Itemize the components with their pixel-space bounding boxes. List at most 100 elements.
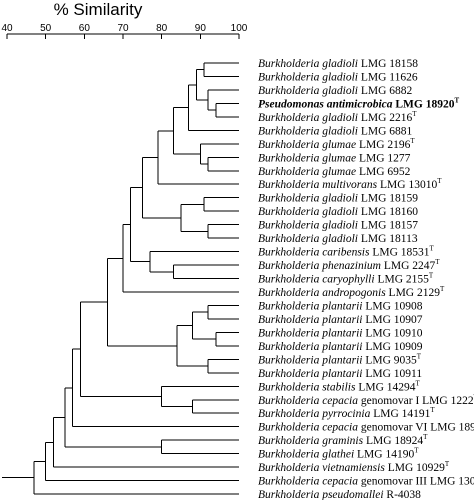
leaf-taxon-name: Burkholderia andropogonis [258, 287, 386, 299]
leaf-label: Pseudomonas antimicrobica LMG 18920T [258, 96, 459, 110]
type-strain-mark: T [445, 460, 450, 468]
leaf-strain: LMG 10911 [362, 368, 422, 380]
leaf-label: Burkholderia stabilis LMG 14294T [258, 379, 421, 393]
leaf-taxon-name: Burkholderia glumae [258, 166, 356, 178]
leaf-strain: LMG 10908 [362, 300, 422, 312]
leaf-taxon-name: Burkholderia gladioli [258, 233, 358, 245]
axis-tick-label: 100 [231, 23, 248, 34]
leaf-taxon-name: Burkholderia plantarii [258, 314, 362, 326]
type-strain-mark: T [416, 379, 421, 387]
leaf-taxon-name: Burkholderia plantarii [258, 327, 362, 339]
leaf-taxon-name: Burkholderia gladioli [258, 193, 358, 205]
leaf-label: Burkholderia plantarii LMG 10907 [258, 314, 423, 326]
leaf-taxon-name: Burkholderia pyrrocinia [258, 408, 371, 420]
leaf-taxon-name: Burkholderia cepacia [258, 395, 358, 407]
leaf-label: Burkholderia pyrrocinia LMG 14191T [258, 406, 435, 420]
axis-tick-label: 50 [40, 23, 52, 34]
leaf-strain: LMG 2129 [386, 287, 441, 299]
leaf-labels: Burkholderia gladioli LMG 18158Burkholde… [258, 58, 474, 500]
dendrogram-tree [2, 62, 239, 495]
leaf-strain: genomovar I LMG 1222 [358, 395, 474, 407]
leaf-label: Burkholderia plantarii LMG 10908 [258, 300, 423, 312]
leaf-label: Burkholderia cepacia genomovar I LMG 122… [258, 393, 474, 407]
leaf-label: Burkholderia gladioli LMG 18159 [258, 193, 418, 205]
leaf-strain: LMG 1277 [356, 152, 411, 164]
similarity-axis: 40 50 60 70 80 90 100 [1, 23, 248, 39]
leaf-taxon-name: Pseudomonas antimicrobica [258, 98, 393, 110]
leaf-strain: LMG 14190 [354, 449, 414, 461]
type-strain-mark: T [454, 96, 459, 104]
leaf-label: Burkholderia gladioli LMG 6882 [258, 85, 413, 97]
leaf-taxon-name: Burkholderia glumae [258, 139, 356, 151]
leaf-label: Burkholderia caribensis LMG 18531T [258, 245, 435, 259]
leaf-label: Burkholderia phenazinium LMG 2247T [258, 258, 440, 272]
leaf-strain: LMG 6952 [356, 166, 411, 178]
leaf-strain: LMG 11626 [358, 71, 418, 83]
leaf-taxon-name: Burkholderia gladioli [258, 206, 358, 218]
type-strain-mark: T [430, 406, 435, 414]
leaf-label: Burkholderia gladioli LMG 18160 [258, 206, 418, 218]
axis-tick-label: 40 [1, 23, 13, 34]
leaf-label: Burkholderia plantarii LMG 10910 [258, 327, 423, 339]
leaf-label: Burkholderia glathei LMG 14190T [258, 447, 419, 461]
leaf-taxon-name: Burkholderia gladioli [258, 112, 358, 124]
leaf-label: Burkholderia glumae LMG 2196T [258, 137, 415, 151]
type-strain-mark: T [412, 110, 417, 118]
leaf-taxon-name: Burkholderia glathei [258, 449, 354, 461]
type-strain-mark: T [429, 272, 434, 280]
leaf-strain: LMG 2216 [358, 112, 413, 124]
leaf-taxon-name: Burkholderia plantarii [258, 341, 362, 353]
leaf-taxon-name: Burkholderia multivorans [258, 179, 378, 191]
leaf-strain: LMG 10929 [385, 462, 445, 474]
leaf-strain: genomovar VI LMG 18941 [358, 422, 474, 434]
leaf-strain: LMG 10909 [362, 341, 422, 353]
leaf-strain: LMG 18113 [358, 233, 418, 245]
leaf-strain: LMG 2247 [381, 260, 436, 272]
leaf-strain: LMG 13010 [377, 179, 437, 191]
leaf-taxon-name: Burkholderia cepacia [258, 422, 358, 434]
type-strain-mark: T [437, 177, 442, 185]
leaf-label: Burkholderia plantarii LMG 10911 [258, 368, 422, 380]
leaf-label: Burkholderia gladioli LMG 18157 [258, 220, 418, 232]
leaf-label: Burkholderia gladioli LMG 18158 [258, 58, 418, 70]
leaf-strain: R-4038 [384, 489, 422, 500]
leaf-strain: LMG 2196 [356, 139, 411, 151]
leaf-strain: LMG 9035 [362, 354, 417, 366]
leaf-label: Burkholderia vietnamiensis LMG 10929T [258, 460, 450, 474]
leaf-strain: LMG 6882 [358, 85, 413, 97]
leaf-taxon-name: Burkholderia phenazinium [258, 260, 381, 272]
leaf-label: Burkholderia cepacia genomovar III LMG 1… [258, 476, 474, 488]
leaf-strain: LMG 18531 [369, 247, 429, 259]
leaf-taxon-name: Burkholderia plantarii [258, 300, 362, 312]
type-strain-mark: T [435, 258, 440, 266]
axis-tick-label: 90 [195, 23, 207, 34]
leaf-taxon-name: Burkholderia plantarii [258, 368, 362, 380]
type-strain-mark: T [423, 433, 428, 441]
leaf-taxon-name: Burkholderia glumae [258, 152, 356, 164]
axis-tick-label: 80 [156, 23, 168, 34]
type-strain-mark: T [410, 137, 415, 145]
leaf-taxon-name: Burkholderia plantarii [258, 354, 362, 366]
leaf-strain: LMG 18159 [358, 193, 418, 205]
leaf-label: Burkholderia gladioli LMG 18113 [258, 233, 418, 245]
leaf-strain: LMG 2155 [375, 274, 430, 286]
leaf-strain: genomovar III LMG 13053 [358, 476, 474, 488]
leaf-taxon-name: Burkholderia stabilis [258, 381, 356, 393]
type-strain-mark: T [430, 245, 435, 253]
axis-tick-label: 70 [117, 23, 129, 34]
leaf-taxon-name: Burkholderia graminis [258, 435, 364, 447]
axis-tick-label: 60 [79, 23, 91, 34]
leaf-label: Burkholderia plantarii LMG 9035T [258, 352, 422, 366]
leaf-strain: LMG 10910 [362, 327, 422, 339]
leaf-strain: LMG 14294 [355, 381, 415, 393]
leaf-label: Burkholderia pseudomallei R-4038 [258, 489, 421, 500]
leaf-strain: LMG 10907 [362, 314, 422, 326]
leaf-strain: LMG 14191 [370, 408, 430, 420]
leaf-taxon-name: Burkholderia gladioli [258, 58, 358, 70]
type-strain-mark: T [417, 352, 422, 360]
leaf-strain: LMG 18157 [358, 220, 418, 232]
type-strain-mark: T [440, 285, 445, 293]
leaf-taxon-name: Burkholderia gladioli [258, 71, 358, 83]
leaf-label: Burkholderia multivorans LMG 13010T [258, 177, 442, 191]
